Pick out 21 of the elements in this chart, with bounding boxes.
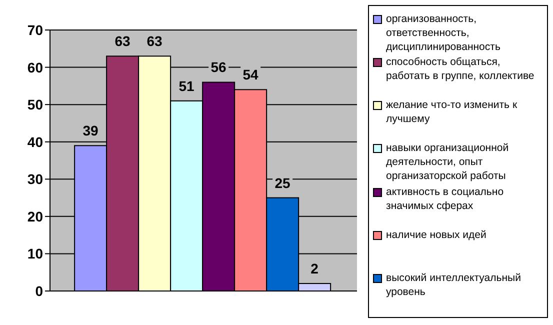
- legend-label: активность в социально значимых сферах: [386, 184, 505, 213]
- data-label: 39: [82, 122, 99, 139]
- data-label: 51: [178, 78, 195, 94]
- y-tick-label: 0: [35, 282, 44, 299]
- data-label: 63: [146, 33, 163, 50]
- y-tick-label: 30: [27, 171, 44, 188]
- y-tick-label: 50: [27, 96, 44, 113]
- legend-label: желание что-то изменить к лучшему: [386, 98, 518, 126]
- data-label: 25: [274, 174, 291, 191]
- data-label: 56: [210, 59, 227, 76]
- data-label: 2: [310, 260, 319, 277]
- legend-label: способность общаться, работать в группе, коллективе: [386, 55, 536, 84]
- y-tick-label: 10: [27, 246, 44, 262]
- data-label: 63: [114, 33, 131, 50]
- y-tick-label: 40: [27, 134, 44, 150]
- data-label: 54: [242, 66, 259, 83]
- legend-label: высокий интеллектуальный уровень: [386, 270, 522, 299]
- legend-label: наличие новых идей: [386, 228, 486, 242]
- y-tick-label: 60: [27, 59, 44, 76]
- y-tick-label: 70: [27, 22, 44, 38]
- y-tick-label: 20: [27, 208, 44, 224]
